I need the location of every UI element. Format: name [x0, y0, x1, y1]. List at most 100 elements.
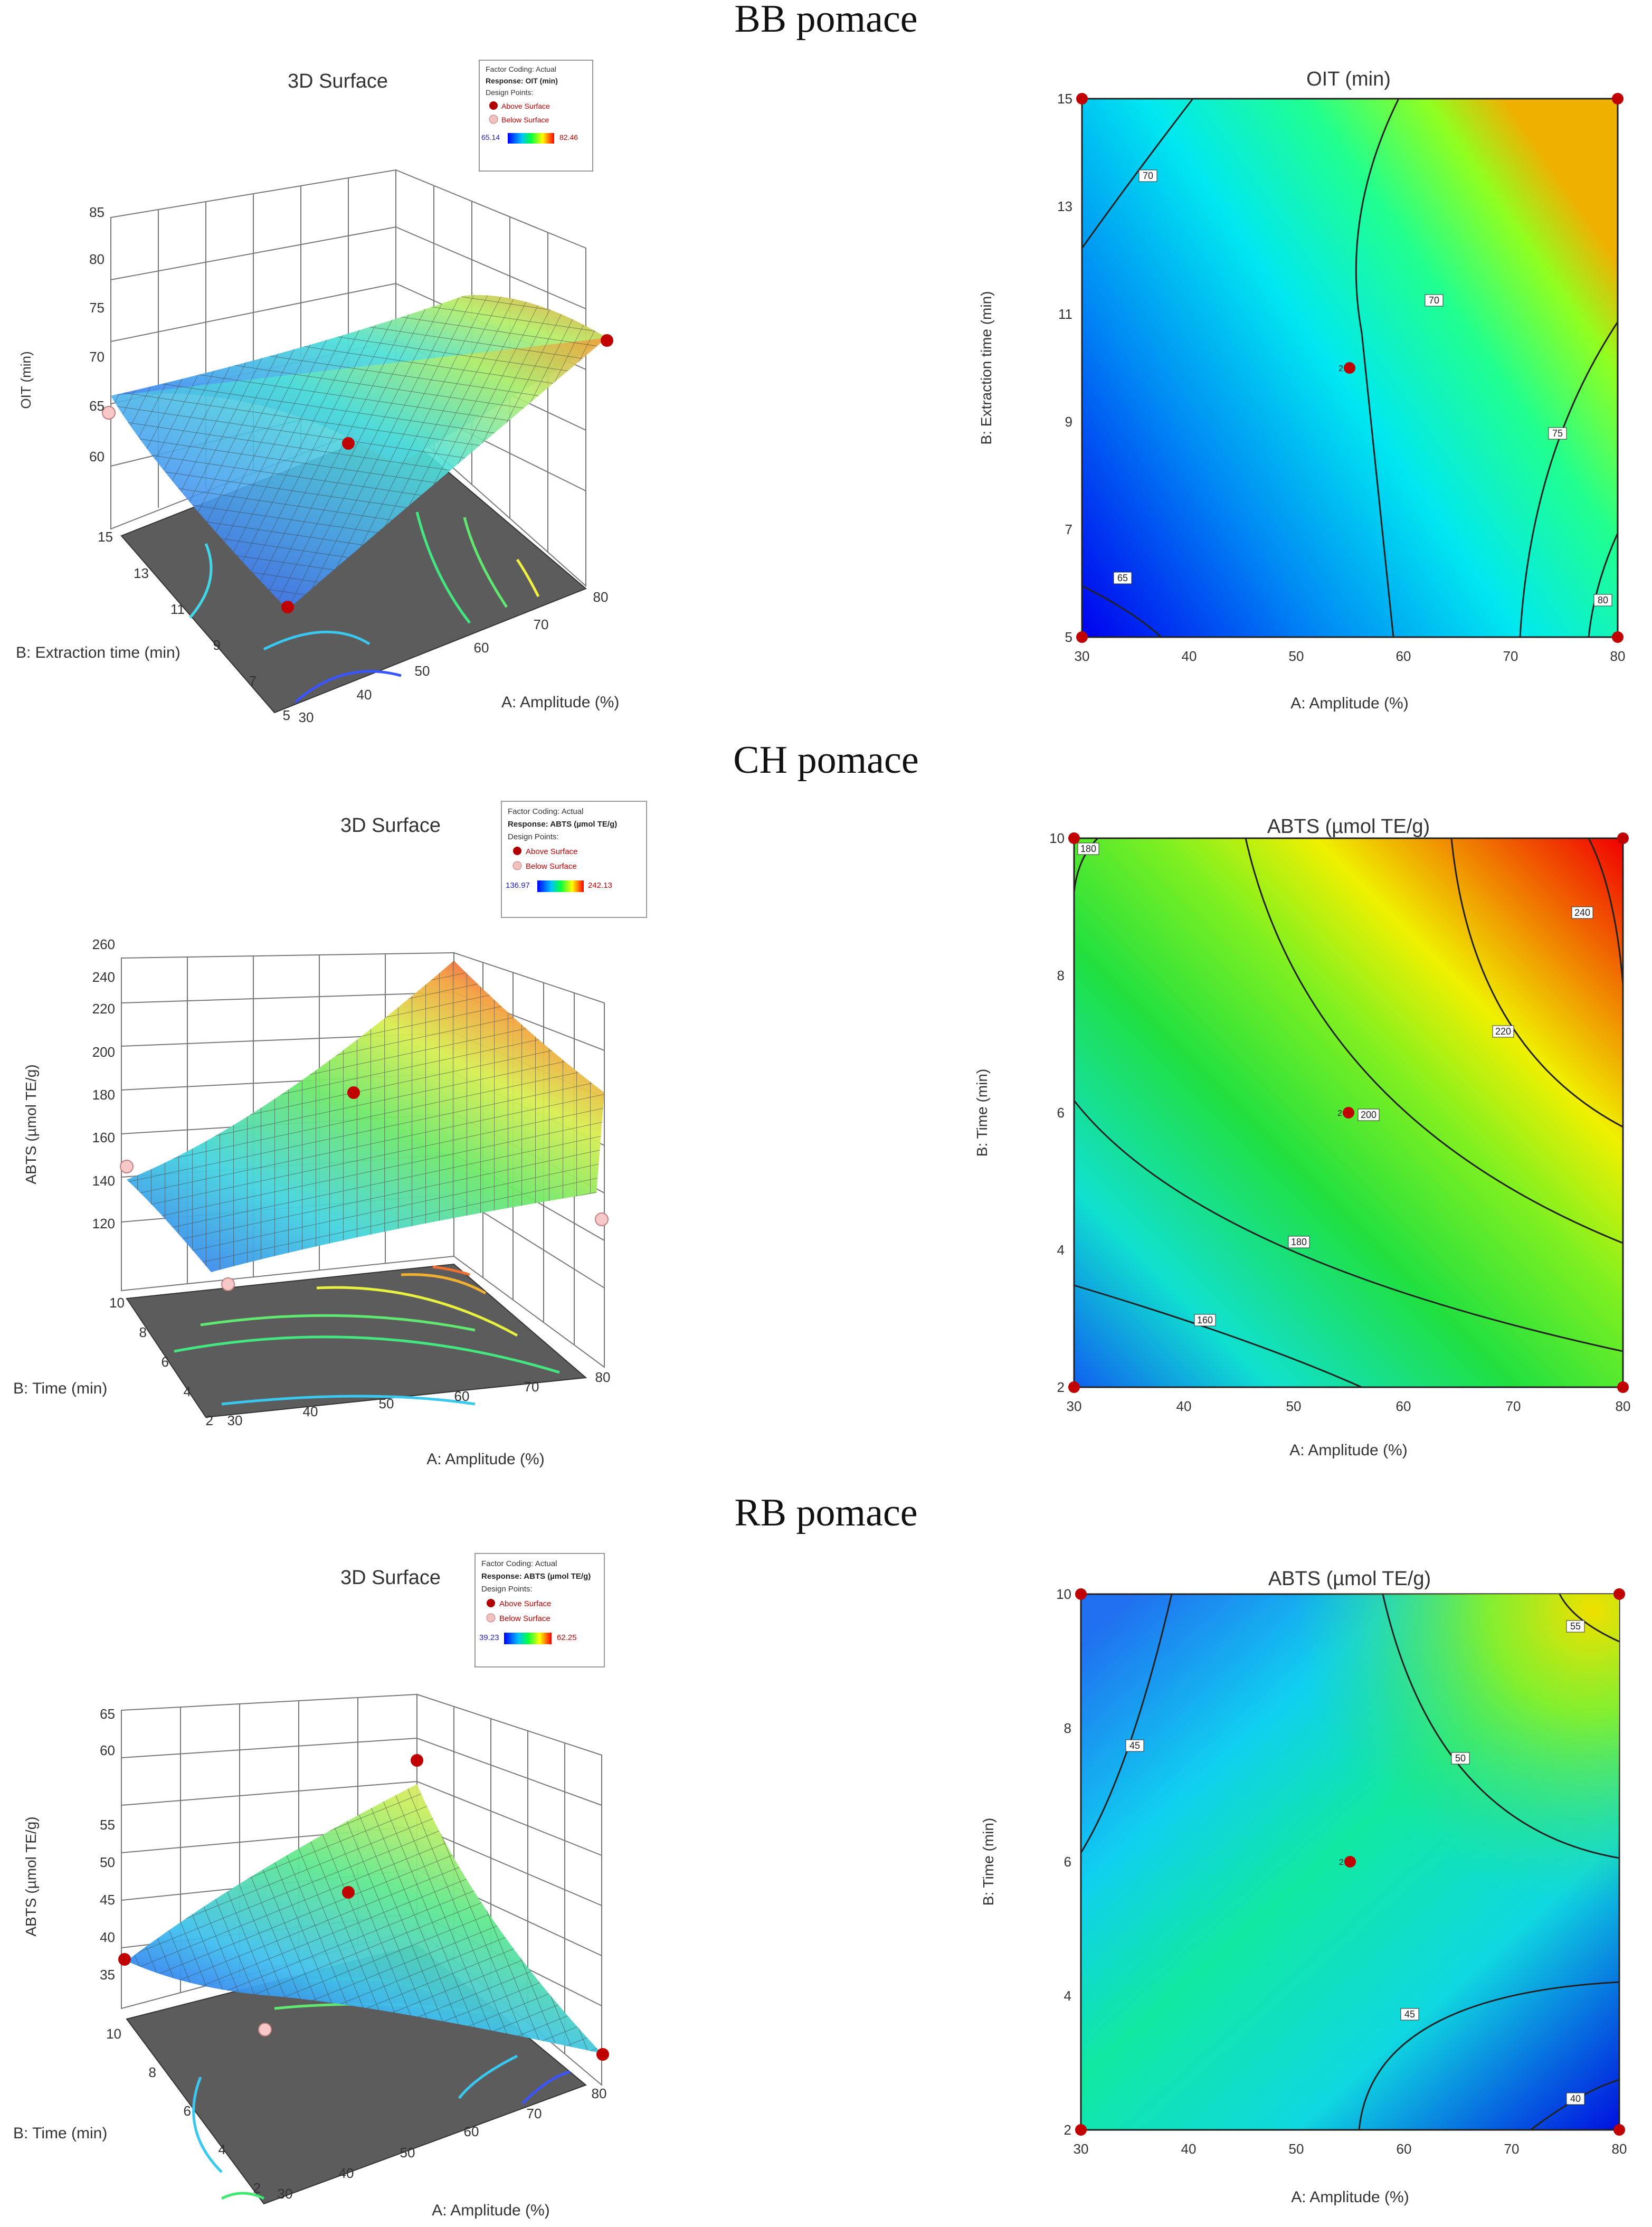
svg-text:45: 45: [1129, 1740, 1140, 1751]
surface-legend: Factor Coding: Actual Response: ABTS (µm…: [474, 1553, 605, 1667]
contour-lines: [1073, 837, 1624, 1388]
z-axis-label: ABTS (µmol TE/g): [23, 1816, 39, 1936]
svg-text:65: 65: [1117, 573, 1128, 583]
contour-plot-ch: ABTS (µmol TE/g) 180 240 220 200 180 160…: [974, 816, 1631, 1459]
z-axis-label: OIT (min): [18, 351, 34, 409]
svg-text:4: 4: [184, 1383, 191, 1399]
svg-text:50: 50: [100, 1854, 115, 1870]
svg-text:40: 40: [100, 1929, 115, 1945]
svg-text:2: 2: [1064, 2122, 1071, 2138]
svg-text:60: 60: [1397, 2141, 1412, 2157]
svg-text:9: 9: [213, 637, 221, 653]
svg-text:Below Surface: Below Surface: [499, 1614, 550, 1623]
svg-text:7: 7: [1065, 522, 1072, 537]
contour-y-ticks: 5 7 9 11 13 15: [1057, 91, 1072, 645]
svg-text:75: 75: [1552, 428, 1563, 439]
b-axis-label: B: Time (min): [13, 2125, 107, 2142]
contour-level-labels: 65 70 70 75 80: [1113, 169, 1612, 606]
svg-text:Below Surface: Below Surface: [526, 862, 577, 871]
svg-text:80: 80: [1616, 1398, 1631, 1414]
contour-x-ticks: 30 40 50 60 70 80: [1075, 648, 1626, 664]
floor-contours: [174, 1265, 560, 1406]
svg-text:6: 6: [1057, 1105, 1065, 1121]
z-axis-label: ABTS (µmol TE/g): [23, 1064, 39, 1184]
svg-text:160: 160: [1197, 1315, 1213, 1325]
svg-text:60: 60: [89, 449, 105, 465]
svg-text:120: 120: [92, 1216, 115, 1231]
svg-text:180: 180: [1291, 1237, 1307, 1247]
a-axis-label: A: Amplitude (%): [501, 694, 619, 711]
svg-text:11: 11: [170, 601, 185, 617]
svg-text:8: 8: [1064, 1720, 1071, 1736]
contour-title: OIT (min): [1306, 68, 1391, 90]
contour-y-label: B: Time (min): [980, 1818, 996, 1906]
svg-text:5: 5: [283, 707, 290, 723]
svg-text:13: 13: [1057, 198, 1072, 214]
contour-level-labels: 180 240 220 200 180 160: [1077, 842, 1593, 1326]
contour-y-label: B: Extraction time (min): [978, 291, 994, 445]
svg-text:Design Points:: Design Points:: [481, 1585, 533, 1594]
svg-text:220: 220: [92, 1001, 115, 1017]
contour-design-points: 2: [1068, 832, 1629, 1393]
z-axis-ticks: 120 140 160 180 200 220 240 260: [92, 936, 115, 1231]
svg-text:242.13: 242.13: [588, 881, 612, 890]
svg-text:62.25: 62.25: [557, 1633, 577, 1642]
svg-text:10: 10: [1049, 830, 1065, 846]
svg-text:60: 60: [1396, 648, 1411, 664]
design-points: [102, 334, 613, 613]
svg-text:30: 30: [299, 709, 314, 725]
svg-text:45: 45: [1404, 2009, 1415, 2020]
contour-design-points: 2: [1075, 1588, 1625, 2136]
svg-text:80: 80: [593, 589, 609, 605]
z-axis-ticks: 35 40 45 50 55 60 65: [100, 1706, 115, 1983]
svg-text:6: 6: [184, 2103, 191, 2119]
svg-text:2: 2: [1337, 1109, 1342, 1118]
svg-text:Design Points:: Design Points:: [486, 88, 533, 97]
contour-level-labels: 55 45 50 45 40: [1125, 1620, 1585, 2105]
svg-text:10: 10: [109, 1295, 125, 1311]
svg-text:50: 50: [379, 1396, 394, 1411]
contour-y-label: B: Time (min): [974, 1069, 990, 1157]
svg-text:5: 5: [1065, 629, 1072, 645]
svg-text:13: 13: [134, 565, 149, 581]
svg-text:70: 70: [534, 617, 549, 632]
svg-text:70: 70: [1504, 2141, 1520, 2157]
contour-design-points: 2: [1076, 93, 1623, 643]
svg-text:70: 70: [524, 1379, 539, 1395]
svg-text:4: 4: [1064, 1988, 1071, 2004]
contour-plot-rb: ABTS (µmol TE/g) 55 45 50 45 40 2 2 4 6 …: [980, 1568, 1627, 2206]
b-axis-ticks: 15 13 11 9 7 5: [98, 529, 290, 723]
contour-x-label: A: Amplitude (%): [1290, 695, 1408, 712]
svg-text:260: 260: [92, 936, 115, 952]
contour-x-ticks: 30 40 50 60 70 80: [1067, 1398, 1631, 1414]
svg-text:4: 4: [1057, 1242, 1065, 1258]
svg-text:Response: OIT (min): Response: OIT (min): [486, 77, 558, 85]
svg-text:40: 40: [1181, 2141, 1197, 2157]
svg-text:70: 70: [527, 2106, 542, 2121]
svg-text:8: 8: [1057, 968, 1065, 983]
svg-text:70: 70: [89, 349, 105, 365]
svg-text:8: 8: [149, 2064, 156, 2080]
svg-text:Response: ABTS (µmol TE/g): Response: ABTS (µmol TE/g): [481, 1572, 591, 1581]
design-points: [118, 1754, 609, 2061]
svg-text:2: 2: [206, 1413, 213, 1428]
svg-text:8: 8: [139, 1324, 147, 1340]
svg-text:50: 50: [400, 2145, 415, 2160]
svg-text:80: 80: [89, 251, 105, 267]
svg-text:11: 11: [1058, 306, 1072, 322]
svg-text:65: 65: [100, 1706, 115, 1722]
svg-text:55: 55: [100, 1817, 115, 1833]
svg-text:45: 45: [100, 1892, 115, 1908]
svg-text:7: 7: [249, 673, 257, 689]
svg-text:55: 55: [1570, 1621, 1581, 1632]
svg-text:30: 30: [1075, 648, 1090, 664]
svg-text:70: 70: [1506, 1398, 1521, 1414]
svg-text:10: 10: [106, 2026, 121, 2042]
surface-floor: [126, 1263, 587, 1418]
b-axis-ticks: 10 8 6 4 2: [109, 1295, 213, 1428]
svg-text:9: 9: [1065, 414, 1072, 430]
svg-text:30: 30: [227, 1413, 243, 1428]
svg-text:Above Surface: Above Surface: [501, 102, 550, 110]
svg-text:200: 200: [1361, 1110, 1376, 1120]
a-axis-ticks: 30 40 50 60 70 80: [278, 2086, 607, 2202]
